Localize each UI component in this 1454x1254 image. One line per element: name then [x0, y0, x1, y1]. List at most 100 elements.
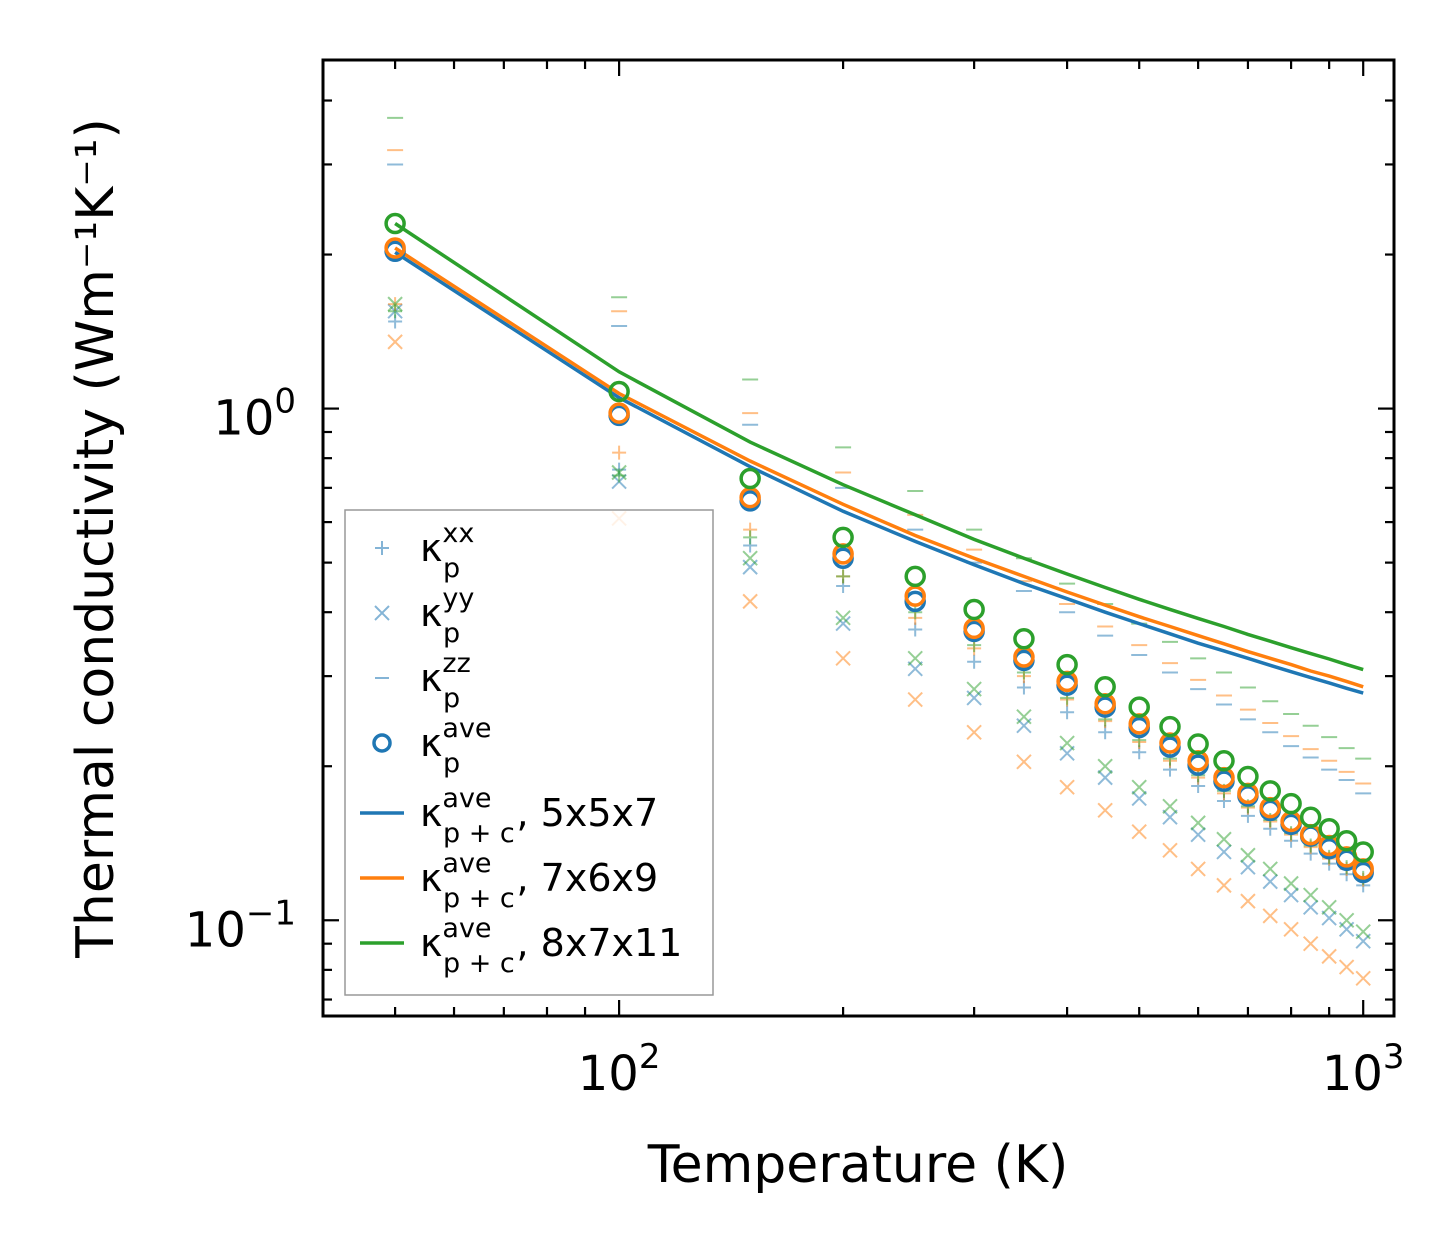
kyy-point-7x6x9-650 — [1216, 877, 1232, 894]
kyy-point-5x5x7-700 — [1240, 859, 1256, 875]
kxx-point-5x5x7-300-path — [967, 654, 982, 669]
kxx-point-8x7x11-100-path — [612, 468, 627, 483]
legend-label-1: κyy p — [420, 583, 474, 649]
y-tick-label-1: 100 — [213, 382, 296, 447]
kyy-point-8x7x11-600-path — [1190, 815, 1206, 831]
kyy-point-7x6x9-950-path — [1338, 959, 1355, 975]
x-tick-label-100-exp: 2 — [639, 1037, 661, 1077]
kyy-point-7x6x9-300-path — [966, 724, 982, 741]
legend-item-3: κave p — [372, 713, 492, 779]
kyy-point-8x7x11-700 — [1240, 847, 1256, 863]
kxx-point-7x6x9-100 — [612, 445, 627, 460]
kave-point-8x7x11-450 — [1094, 676, 1116, 698]
x-tick-label-1000-base: 10 — [1322, 1046, 1383, 1102]
kyy-point-8x7x11-300-path — [966, 681, 982, 697]
kave-point-8x7x11-150 — [739, 467, 761, 490]
kave-point-8x7x11-450-path — [1094, 676, 1116, 698]
legend-marker-plus-path — [375, 541, 389, 555]
kave-point-8x7x11-1000 — [1352, 841, 1374, 863]
kyy-point-5x5x7-450 — [1097, 769, 1113, 786]
kave-point-8x7x11-150-path — [739, 467, 761, 490]
kave-point-8x7x11-50-path — [384, 212, 406, 235]
kyy-point-7x6x9-50 — [387, 334, 403, 350]
kave-point-8x7x11-850 — [1299, 806, 1322, 828]
kave-point-8x7x11-750 — [1259, 780, 1281, 802]
kave-point-8x7x11-50 — [384, 212, 406, 235]
legend-marker-cross-path — [374, 605, 390, 621]
kpc-line-8x7x11 — [394, 222, 1364, 672]
x-tick-label-1000: 103 — [1322, 1037, 1405, 1102]
legend-sub: p — [443, 683, 460, 714]
kave-point-8x7x11-300 — [963, 598, 985, 621]
kave-point-8x7x11-900-path — [1318, 817, 1340, 840]
kxx-point-8x7x11-100 — [612, 468, 627, 483]
legend-label-2: κzz p — [420, 648, 471, 714]
kyy-point-7x6x9-300 — [966, 724, 982, 741]
x-tick-label-1000-exp: 3 — [1383, 1037, 1405, 1077]
kave-point-8x7x11-700 — [1237, 765, 1259, 788]
kyy-point-8x7x11-250 — [907, 650, 923, 667]
kyy-point-8x7x11-1000-path — [1355, 923, 1371, 940]
kxx-point-5x5x7-250 — [908, 622, 923, 637]
kyy-point-7x6x9-1000 — [1355, 970, 1371, 987]
kyy-point-5x5x7-600-path — [1190, 826, 1206, 843]
kyy-point-8x7x11-400 — [1059, 735, 1075, 751]
legend-sub: p — [443, 748, 460, 779]
legend-kappa: κ — [420, 856, 442, 900]
kyy-point-8x7x11-550 — [1162, 798, 1178, 815]
kave-point-8x7x11-400 — [1056, 653, 1078, 676]
legend-kappa: κ — [420, 721, 442, 765]
kave-point-7x6x9-100-path — [608, 402, 630, 424]
kyy-point-7x6x9-950 — [1338, 959, 1355, 975]
kave-point-8x7x11-850-path — [1299, 806, 1322, 828]
kave-point-8x7x11-900 — [1318, 817, 1340, 840]
legend-marker-plus — [375, 541, 389, 555]
kxx-point-8x7x11-550-path — [1163, 751, 1178, 766]
legend-marker-circle — [372, 733, 392, 753]
kyy-point-8x7x11-850 — [1302, 887, 1319, 903]
kave-point-8x7x11-250 — [904, 565, 926, 588]
kyy-point-5x5x7-200 — [835, 615, 851, 632]
kyy-point-5x5x7-850 — [1302, 899, 1319, 916]
x-axis-label: Temperature (K) — [647, 1135, 1069, 1195]
kyy-point-7x6x9-550 — [1162, 842, 1178, 859]
series-group-7x6x9 — [387, 149, 1372, 987]
kave-point-8x7x11-350 — [1013, 627, 1035, 650]
plot-frame — [321, 58, 1396, 1018]
kyy-point-7x6x9-650-path — [1216, 877, 1232, 894]
kyy-point-8x7x11-300 — [966, 681, 982, 697]
legend-sub: p — [443, 618, 460, 649]
legend-label-6: κave p + c, 8x7x11 — [420, 913, 682, 979]
legend-box — [344, 509, 714, 996]
kxx-point-5x5x7-300 — [967, 654, 982, 669]
y-tick-label-0.1-exp: −1 — [246, 893, 296, 933]
kave-point-7x6x9-250 — [904, 585, 926, 607]
kyy-point-5x5x7-750-path — [1262, 873, 1278, 890]
kyy-point-5x5x7-750 — [1262, 873, 1278, 890]
kyy-point-8x7x11-500-path — [1131, 779, 1147, 795]
legend-suffix: , 8x7x11 — [517, 921, 683, 965]
y-tick-label-0.1-base: 10 — [185, 902, 246, 958]
kyy-point-8x7x11-200-path — [835, 610, 851, 626]
kyy-point-8x7x11-450 — [1097, 758, 1113, 774]
kyy-point-7x6x9-600 — [1190, 861, 1206, 877]
axis-ticks — [321, 60, 1394, 1016]
kyy-point-5x5x7-500 — [1131, 790, 1147, 807]
legend-kappa: κ — [420, 591, 442, 635]
kyy-point-8x7x11-750-path — [1262, 861, 1278, 877]
kpc-line-7x6x9 — [394, 246, 1364, 689]
legend-sub: p + c — [443, 948, 515, 979]
kave-point-8x7x11-100-path — [608, 380, 630, 403]
legend-sub: p — [443, 553, 460, 584]
legend-label-4: κave p + c, 5x5x7 — [420, 783, 658, 849]
kave-point-8x7x11-250-path — [904, 565, 926, 588]
kxx-point-8x7x11-50 — [388, 304, 403, 319]
kave-point-8x7x11-950-path — [1335, 830, 1358, 852]
kave-point-8x7x11-200 — [832, 526, 854, 549]
kyy-point-7x6x9-700-path — [1240, 893, 1256, 909]
legend-sub: p + c — [443, 883, 515, 914]
kyy-point-8x7x11-750 — [1262, 861, 1278, 877]
kyy-point-8x7x11-50 — [387, 296, 403, 312]
